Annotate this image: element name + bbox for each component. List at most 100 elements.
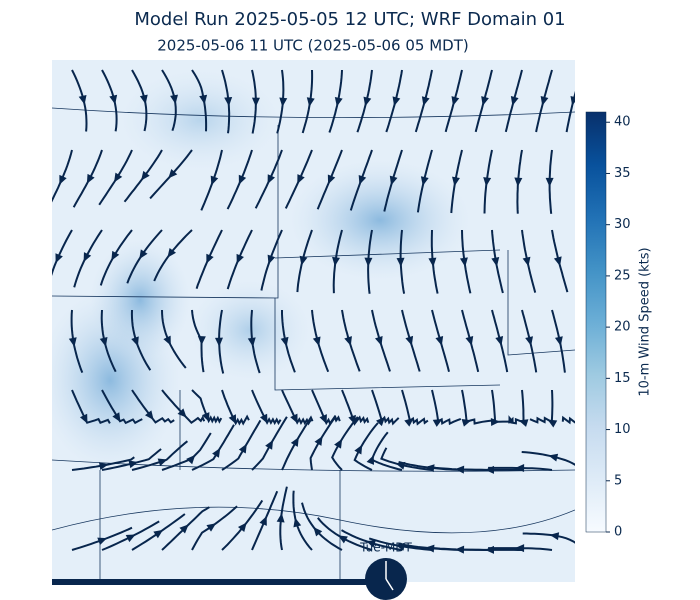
arrowhead bbox=[312, 336, 321, 347]
arrowhead bbox=[363, 96, 372, 107]
arrowhead bbox=[525, 336, 533, 346]
arrowhead bbox=[435, 335, 444, 346]
arrowhead bbox=[332, 256, 340, 267]
arrowhead bbox=[78, 95, 87, 105]
arrowhead bbox=[483, 177, 492, 187]
clock-label: Tue-MDT bbox=[359, 541, 412, 555]
arrowhead bbox=[547, 419, 558, 428]
map bbox=[52, 60, 586, 582]
wind-area bbox=[120, 70, 280, 170]
tick-label: 25 bbox=[614, 268, 631, 283]
tick-label: 35 bbox=[614, 166, 631, 181]
arrowhead bbox=[210, 175, 219, 186]
arrowhead bbox=[186, 454, 196, 465]
arrowhead bbox=[404, 417, 414, 427]
timeline-bar bbox=[52, 579, 386, 585]
arrowhead bbox=[206, 523, 217, 532]
arrowhead bbox=[465, 335, 474, 346]
arrowhead bbox=[98, 462, 109, 470]
arrowhead bbox=[570, 95, 575, 106]
tick-label: 20 bbox=[614, 320, 631, 335]
streamline bbox=[581, 150, 585, 214]
arrowhead bbox=[374, 335, 383, 346]
arrowhead bbox=[420, 176, 429, 186]
arrowhead bbox=[139, 249, 148, 260]
arrowhead bbox=[265, 439, 274, 450]
arrowhead bbox=[577, 178, 586, 187]
arrowhead bbox=[97, 537, 108, 546]
tick-label: 10 bbox=[614, 422, 631, 437]
streamline bbox=[561, 415, 575, 425]
arrowhead bbox=[366, 540, 376, 548]
arrowhead bbox=[259, 516, 267, 526]
arrowhead bbox=[114, 172, 123, 183]
arrowhead bbox=[199, 94, 208, 105]
arrowhead bbox=[128, 460, 139, 469]
arrowhead bbox=[459, 257, 468, 267]
arrowhead bbox=[540, 96, 549, 106]
arrowhead bbox=[68, 337, 77, 347]
arrowhead bbox=[392, 96, 401, 107]
arrowhead bbox=[153, 529, 164, 539]
arrowhead bbox=[276, 513, 285, 523]
arrowhead bbox=[344, 336, 352, 346]
arrowhead bbox=[452, 176, 460, 187]
arrowhead bbox=[366, 455, 375, 465]
title: Model Run 2025-05-05 12 UTC; WRF Domain … bbox=[134, 9, 565, 30]
arrowhead bbox=[236, 253, 244, 264]
arrowhead bbox=[495, 336, 504, 346]
arrowhead bbox=[168, 169, 178, 179]
arrowhead bbox=[141, 170, 150, 181]
arrowhead bbox=[163, 335, 171, 346]
colorbar-ticks: 0 5 10 15 20 25 30 35 40 bbox=[606, 115, 631, 540]
arrowhead bbox=[522, 256, 531, 267]
arrowhead bbox=[238, 174, 247, 185]
arrowhead bbox=[224, 96, 233, 107]
arrowhead bbox=[112, 412, 121, 423]
arrowhead bbox=[279, 97, 288, 107]
arrowhead bbox=[554, 336, 563, 346]
arrowhead bbox=[545, 177, 554, 187]
tick-label: 15 bbox=[614, 371, 631, 386]
arrowhead bbox=[247, 337, 256, 347]
arrowhead bbox=[259, 413, 268, 424]
arrowhead bbox=[425, 464, 435, 473]
arrowhead bbox=[99, 336, 108, 347]
arrowhead bbox=[228, 414, 237, 425]
arrowhead bbox=[376, 416, 386, 427]
arrowhead bbox=[125, 534, 136, 543]
arrowhead bbox=[206, 253, 214, 264]
arrowhead bbox=[461, 419, 472, 427]
arrowhead bbox=[334, 438, 343, 449]
tick-label: 0 bbox=[614, 525, 622, 540]
arrowhead bbox=[354, 444, 363, 455]
arrowhead bbox=[364, 257, 373, 267]
arrowhead bbox=[432, 418, 443, 427]
arrowhead bbox=[237, 522, 247, 533]
arrowhead bbox=[514, 177, 523, 187]
arrowhead bbox=[491, 257, 500, 267]
arrowhead bbox=[197, 336, 206, 346]
tick-label: 40 bbox=[614, 115, 631, 130]
arrowhead bbox=[510, 96, 519, 106]
tick-label: 30 bbox=[614, 217, 631, 232]
arrowhead bbox=[59, 174, 67, 185]
arrowhead bbox=[144, 410, 154, 420]
arrowhead bbox=[86, 173, 95, 184]
arrowhead bbox=[280, 336, 289, 347]
arrowhead bbox=[111, 250, 120, 261]
arrowhead bbox=[573, 416, 585, 428]
arrowhead bbox=[490, 417, 500, 426]
arrowhead bbox=[238, 443, 247, 454]
arrowhead bbox=[170, 94, 178, 105]
arrowhead bbox=[319, 414, 327, 425]
arrowhead bbox=[553, 256, 562, 267]
colorbar-label: 10-m Wind Speed (kts) bbox=[638, 247, 653, 396]
wind-area bbox=[290, 160, 470, 280]
arrowhead bbox=[267, 174, 276, 185]
arrowhead bbox=[314, 436, 323, 446]
arrowhead bbox=[212, 448, 221, 458]
arrowhead bbox=[428, 257, 437, 267]
arrowhead bbox=[267, 254, 276, 265]
arrowhead bbox=[389, 175, 398, 186]
